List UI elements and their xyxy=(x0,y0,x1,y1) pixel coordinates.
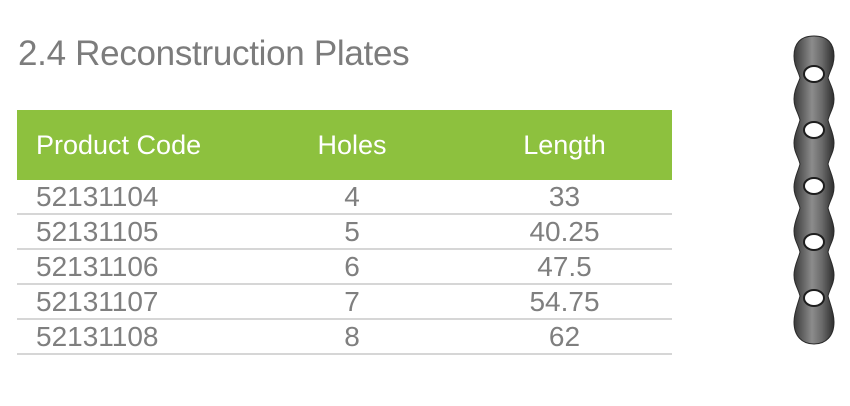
cell-holes: 6 xyxy=(344,250,360,282)
cell-holes: 5 xyxy=(344,215,360,247)
cell-length: 62 xyxy=(548,320,581,352)
table-row: 52131104 4 33 xyxy=(17,180,672,215)
cell-holes: 8 xyxy=(344,320,360,352)
cell-product-code: 52131107 xyxy=(36,285,159,317)
cell-length: 33 xyxy=(548,180,581,212)
cell-product-code: 52131106 xyxy=(36,250,159,282)
cell-product-code: 52131108 xyxy=(36,320,159,352)
table-header: Product Code Holes Length xyxy=(17,110,672,180)
header-product-code: Product Code xyxy=(36,129,202,160)
table-row: 52131107 7 54.75 xyxy=(17,285,672,320)
header-holes: Holes xyxy=(317,129,387,160)
product-table: Product Code Holes Length 52131104 4 33 … xyxy=(17,110,672,355)
cell-length: 40.25 xyxy=(529,215,600,247)
header-length: Length xyxy=(523,129,606,160)
cell-holes: 4 xyxy=(344,180,360,212)
cell-product-code: 52131104 xyxy=(36,180,159,212)
table-row: 52131106 6 47.5 xyxy=(17,250,672,285)
cell-length: 54.75 xyxy=(529,285,600,317)
table-row: 52131105 5 40.25 xyxy=(17,215,672,250)
cell-length: 47.5 xyxy=(537,250,592,282)
cell-product-code: 52131105 xyxy=(36,215,159,247)
reconstruction-plate-icon xyxy=(793,35,835,345)
page-title: 2.4 Reconstruction Plates xyxy=(18,34,410,73)
cell-holes: 7 xyxy=(344,285,360,317)
table-row: 52131108 8 62 xyxy=(17,320,672,355)
